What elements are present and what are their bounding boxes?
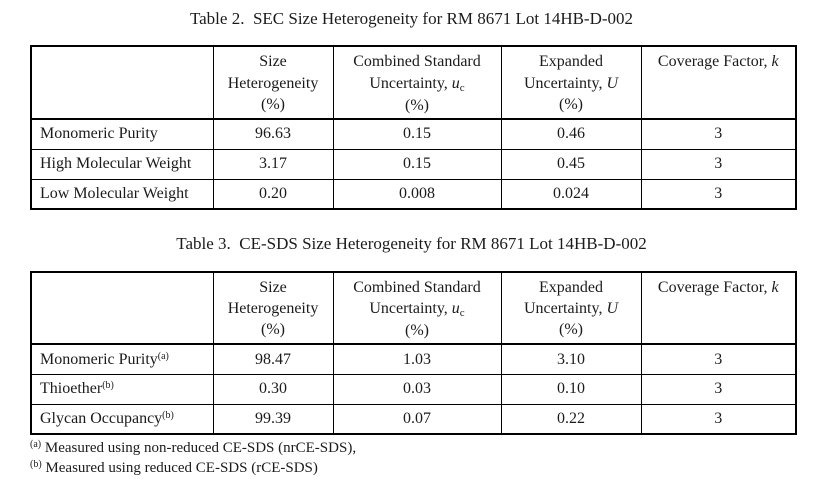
column-header-coverage-factor: Coverage Factor, k <box>640 45 797 121</box>
footnotes: (a) Measured using non-reduced CE-SDS (n… <box>30 439 823 478</box>
value-cell: 96.63 <box>212 118 334 150</box>
table2-header-row: Size Heterogeneity (%) Combined Standard… <box>30 45 797 121</box>
empty-header-cell <box>30 271 214 346</box>
table-row: Glycan Occupancy(b) 99.39 0.07 0.22 3 <box>30 403 797 435</box>
column-header-combined-standard-uncertainty: Combined Standard Uncertainty, uc (%) <box>332 271 502 346</box>
column-header-size-heterogeneity: Size Heterogeneity (%) <box>212 271 334 346</box>
table-row: Thioether(b) 0.30 0.03 0.10 3 <box>30 373 797 405</box>
value-cell: 0.22 <box>500 403 642 435</box>
table3-cesds-size-heterogeneity: Size Heterogeneity (%) Combined Standard… <box>30 270 797 436</box>
value-cell: 0.03 <box>332 373 502 405</box>
value-cell: 1.03 <box>332 343 502 375</box>
value-cell: 3 <box>640 118 797 150</box>
value-cell: 3 <box>640 178 797 210</box>
footnote-b: (b) Measured using reduced CE-SDS (rCE-S… <box>30 458 318 476</box>
row-label-cell: High Molecular Weight <box>30 148 214 180</box>
U-symbol: U <box>606 74 619 92</box>
row-label-cell: Monomeric Purity <box>30 118 214 150</box>
row-label-cell: Glycan Occupancy(b) <box>30 403 214 435</box>
uc-symbol: u <box>451 74 460 92</box>
value-cell: 0.46 <box>500 118 642 150</box>
value-cell: 0.45 <box>500 148 642 180</box>
value-cell: 0.30 <box>212 373 334 405</box>
value-cell: 3 <box>640 403 797 435</box>
row-label-cell: Thioether(b) <box>30 373 214 405</box>
table-row: Low Molecular Weight 0.20 0.008 0.024 3 <box>30 178 797 210</box>
value-cell: 3 <box>640 373 797 405</box>
uc-symbol: u <box>451 299 460 317</box>
value-cell: 0.15 <box>332 148 502 180</box>
k-symbol: k <box>771 278 779 296</box>
column-header-coverage-factor: Coverage Factor, k <box>640 271 797 346</box>
k-symbol: k <box>771 53 779 71</box>
column-header-expanded-uncertainty: Expanded Uncertainty, U (%) <box>500 45 642 121</box>
value-cell: 0.008 <box>332 178 502 210</box>
column-header-combined-standard-uncertainty: Combined Standard Uncertainty, uc (%) <box>332 45 502 121</box>
value-cell: 0.10 <box>500 373 642 405</box>
value-cell: 3.10 <box>500 343 642 375</box>
empty-header-cell <box>30 45 214 121</box>
value-cell: 3 <box>640 148 797 180</box>
row-label-cell: Monomeric Purity(a) <box>30 343 214 375</box>
U-symbol: U <box>606 299 619 317</box>
table-row: Monomeric Purity 96.63 0.15 0.46 3 <box>30 118 797 150</box>
value-cell: 3 <box>640 343 797 375</box>
value-cell: 99.39 <box>212 403 334 435</box>
table-row: High Molecular Weight 3.17 0.15 0.45 3 <box>30 148 797 180</box>
value-cell: 0.20 <box>212 178 334 210</box>
value-cell: 0.15 <box>332 118 502 150</box>
table3-title: Table 3. CE-SDS Size Heterogeneity for R… <box>176 234 647 254</box>
value-cell: 98.47 <box>212 343 334 375</box>
table2-title: Table 2. SEC Size Heterogeneity for RM 8… <box>189 9 634 28</box>
value-cell: 0.024 <box>500 178 642 210</box>
table2-sec-size-heterogeneity: Size Heterogeneity (%) Combined Standard… <box>30 45 797 211</box>
table-row: Monomeric Purity(a) 98.47 1.03 3.10 3 <box>30 343 797 375</box>
row-label-cell: Low Molecular Weight <box>30 178 214 210</box>
column-header-expanded-uncertainty: Expanded Uncertainty, U (%) <box>500 271 642 346</box>
value-cell: 3.17 <box>212 148 334 180</box>
column-header-size-heterogeneity: Size Heterogeneity (%) <box>212 45 334 121</box>
footnote-a: (a) Measured using non-reduced CE-SDS (n… <box>30 439 357 457</box>
value-cell: 0.07 <box>332 403 502 435</box>
table3-header-row: Size Heterogeneity (%) Combined Standard… <box>30 271 797 346</box>
